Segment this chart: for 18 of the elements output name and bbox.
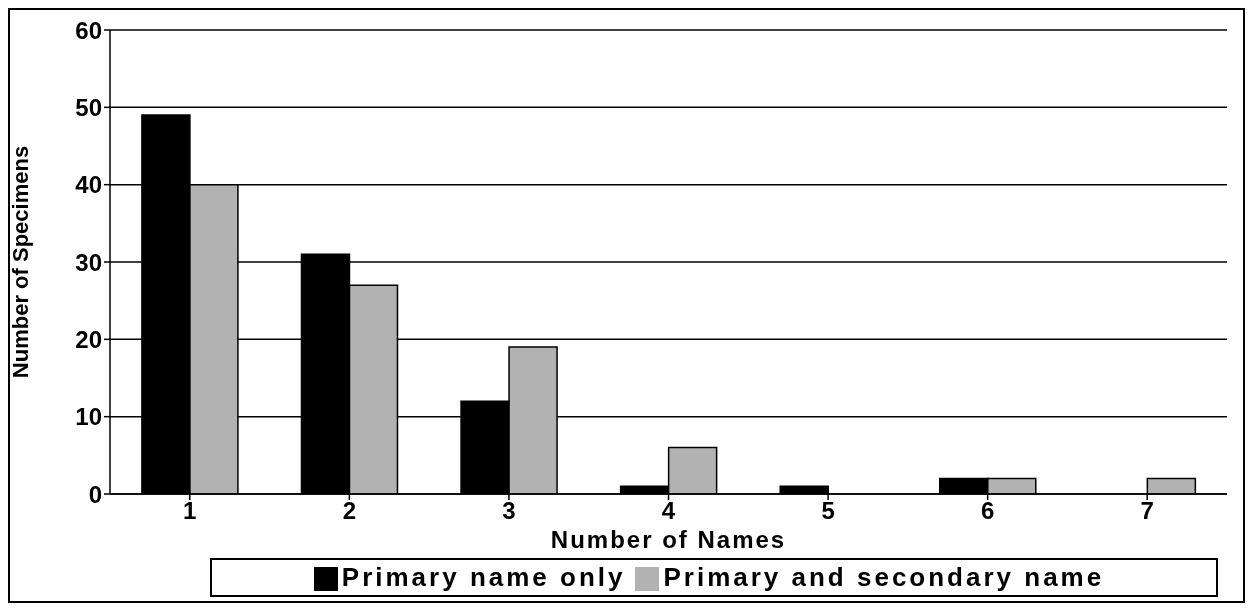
x-tick-label: 1 [183,497,197,525]
x-tick-label: 2 [342,497,357,525]
y-axis-title: Number of Specimens [7,145,33,379]
x-tick-label: 5 [821,497,835,525]
y-tick-label: 40 [75,171,102,199]
legend-label: Primary name only [341,562,626,592]
x-tick-label: 4 [661,497,676,525]
y-tick-label: 50 [75,93,102,121]
y-tick-label: 30 [75,248,102,276]
y-tick-label: 0 [88,480,102,508]
legend-label: Primary and secondary name [663,562,1105,592]
y-tick-label: 10 [75,403,102,431]
y-tick-label: 60 [75,16,102,44]
x-tick-label: 3 [502,497,516,525]
x-axis-title: Number of Names [550,526,787,553]
x-tick-label: 6 [980,497,995,525]
x-tick-label: 7 [1140,497,1154,525]
y-tick-label: 20 [75,325,102,353]
